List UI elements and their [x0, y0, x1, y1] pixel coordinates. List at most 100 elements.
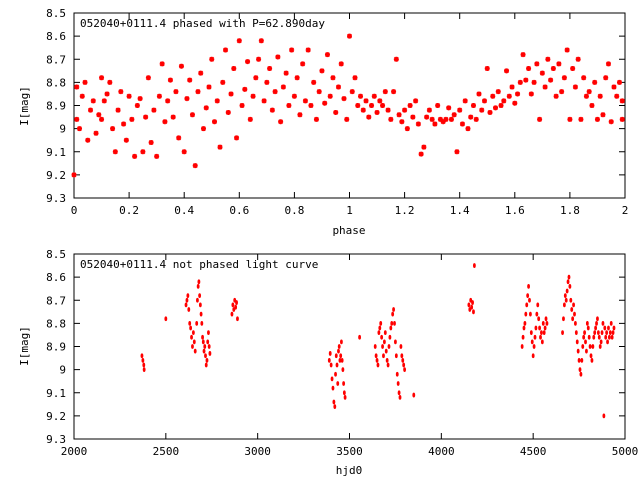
- data-point: [195, 320, 199, 326]
- data-point: [580, 357, 584, 363]
- phased-light-curve-plot: 052040+0111.4 phased with P=62.890day ph…: [18, 7, 628, 237]
- data-point: [235, 300, 238, 305]
- ticks: 2000 2500 3000 3500 4000 4500 5000 8.5 8.6 8.7 8.8…: [46, 248, 638, 458]
- data-point: [220, 79, 226, 85]
- data-point: [459, 121, 465, 127]
- data-point: [562, 316, 565, 322]
- data-point: [568, 283, 572, 289]
- data-point: [329, 362, 333, 368]
- data-point: [340, 357, 344, 363]
- data-point: [426, 107, 432, 113]
- data-point: [176, 135, 182, 141]
- data-point: [526, 66, 532, 71]
- data-point: [261, 98, 267, 104]
- y-tick-label: 8.7: [46, 53, 66, 66]
- data-point: [564, 47, 570, 53]
- data-point: [132, 153, 138, 159]
- data-point: [322, 100, 328, 106]
- plot-title: 052040+0111.4 not phased light curve: [80, 258, 318, 271]
- data-point: [159, 61, 165, 67]
- data-point: [566, 279, 570, 285]
- data-point: [539, 70, 545, 76]
- data-point: [402, 107, 408, 113]
- data-point: [305, 47, 311, 53]
- data-point: [584, 339, 587, 345]
- data-point: [415, 121, 421, 127]
- data-point: [71, 172, 77, 178]
- data-point: [407, 103, 413, 108]
- data-point: [198, 70, 204, 76]
- data-point: [578, 116, 584, 122]
- data-point: [212, 119, 218, 125]
- data-point: [336, 381, 340, 386]
- data-point: [574, 320, 577, 326]
- data-point: [311, 79, 317, 85]
- data-point: [283, 70, 289, 76]
- data-point: [200, 126, 206, 132]
- data-point: [192, 339, 196, 345]
- data-point: [573, 311, 576, 317]
- plot-frame: [73, 253, 626, 440]
- data-point: [581, 75, 587, 81]
- x-tick-label: 4000: [428, 445, 455, 458]
- data-point: [540, 339, 544, 345]
- data-point: [531, 79, 537, 85]
- data-point: [286, 103, 292, 108]
- data-point: [394, 353, 398, 359]
- data-point: [332, 399, 336, 405]
- data-point: [421, 144, 427, 150]
- data-point: [231, 302, 235, 308]
- data-point: [550, 66, 556, 71]
- data-point: [209, 56, 215, 62]
- data-point: [382, 353, 385, 359]
- data-point: [574, 330, 578, 336]
- x-tick-label: 0.2: [119, 204, 139, 217]
- data-point: [544, 316, 548, 322]
- data-point: [529, 330, 533, 336]
- data-point: [188, 320, 192, 326]
- data-point: [601, 320, 605, 326]
- plot-title: 052040+0111.4 phased with P=62.890day: [80, 17, 325, 30]
- data-point: [410, 114, 416, 120]
- y-tick-label: 9.1: [46, 146, 66, 159]
- data-point: [195, 89, 201, 95]
- data-point: [567, 274, 571, 280]
- data-point: [99, 116, 105, 122]
- y-tick-label: 9.3: [46, 192, 66, 205]
- x-tick-label: 3000: [244, 445, 271, 458]
- data-point: [470, 304, 474, 310]
- data-point: [258, 38, 264, 44]
- data-point: [369, 103, 375, 108]
- data-point: [591, 344, 595, 349]
- data-point: [388, 116, 394, 122]
- data-point: [366, 114, 372, 120]
- data-point: [275, 54, 281, 60]
- data-point: [358, 93, 364, 99]
- data-point: [192, 163, 198, 169]
- x-tick-label: 0.4: [174, 204, 194, 217]
- data-point: [156, 93, 162, 99]
- x-tick-label: 3500: [336, 445, 363, 458]
- x-tick-label: 0: [71, 204, 78, 217]
- y-tick-label: 8.9: [46, 341, 66, 354]
- data-point: [593, 330, 597, 336]
- data-point: [96, 112, 102, 118]
- data-point: [440, 119, 446, 125]
- data-point: [385, 357, 389, 363]
- data-point: [82, 79, 88, 85]
- data-point: [577, 357, 581, 363]
- data-point: [381, 344, 384, 349]
- data-point: [527, 283, 530, 289]
- data-point: [112, 149, 118, 155]
- y-tick-label: 8.5: [46, 248, 66, 261]
- y-axis-label: I[mag]: [18, 86, 31, 126]
- data-point: [606, 339, 609, 345]
- data-point: [148, 140, 154, 145]
- data-point: [344, 116, 350, 122]
- data-point: [605, 61, 611, 67]
- data-point: [564, 297, 568, 303]
- data-point: [337, 348, 340, 354]
- data-point: [375, 357, 379, 363]
- data-point: [448, 116, 454, 122]
- data-point: [242, 86, 248, 92]
